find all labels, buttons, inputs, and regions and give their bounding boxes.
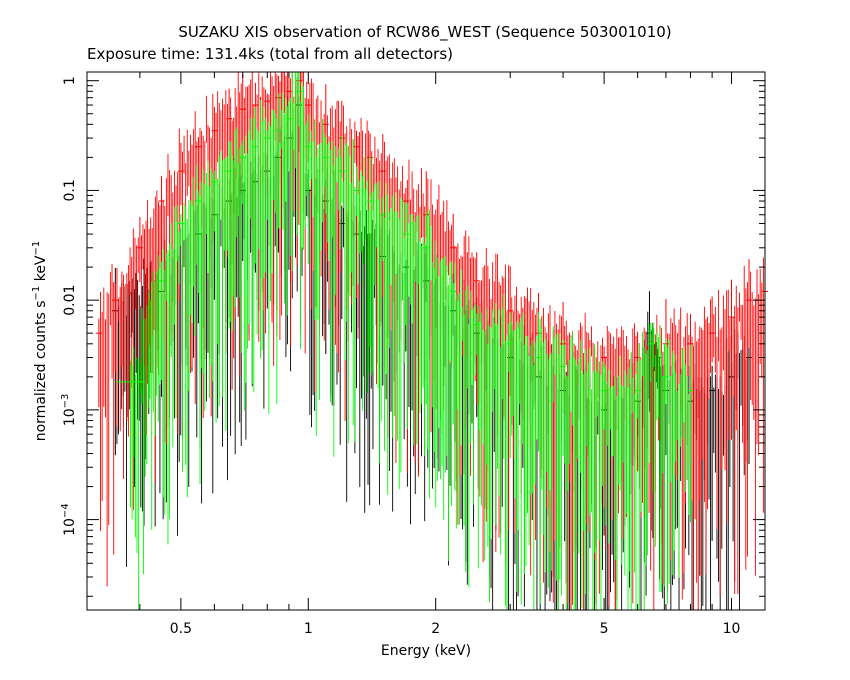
y-tick-label-exp: −4	[60, 503, 71, 518]
y-tick-label: 1	[62, 76, 78, 85]
chart-title: SUZAKU XIS observation of RCW86_WEST (Se…	[178, 23, 671, 42]
plot-frame	[86, 71, 766, 611]
x-tick-label: 2	[431, 621, 440, 637]
y-axis-label-mid: keV	[33, 255, 49, 286]
y-tick-label-exp: −3	[60, 394, 71, 409]
y-tick-label: 0.01	[62, 285, 78, 316]
series-2	[115, 72, 694, 610]
y-tick-label-base: 0.01	[62, 285, 78, 316]
chart-subtitle: Exposure time: 131.4ks (total from all d…	[87, 45, 453, 63]
y-tick-label-base: 10	[62, 518, 78, 536]
y-tick-label-base: 1	[62, 76, 78, 85]
x-tick-label: 1	[304, 621, 313, 637]
y-tick-label-base: 0.1	[62, 179, 78, 201]
y-axis-label: normalized counts s−1 keV−1	[31, 241, 49, 442]
x-tick-label: 0.5	[170, 621, 192, 637]
y-tick-label: 0.1	[62, 179, 78, 201]
y-axis-label-exp1: −1	[31, 286, 42, 301]
y-axis-label-prefix: normalized counts s	[33, 300, 49, 441]
y-tick-label-base: 10	[62, 408, 78, 426]
y-tick-label: 10−4	[60, 503, 78, 536]
x-tick-label: 10	[723, 621, 741, 637]
data-layer	[95, 72, 768, 610]
x-tick-label: 5	[600, 621, 609, 637]
y-tick-label: 10−3	[60, 394, 78, 427]
x-axis-label: Energy (keV)	[381, 643, 471, 659]
y-axis-label-exp2: −1	[31, 241, 42, 256]
